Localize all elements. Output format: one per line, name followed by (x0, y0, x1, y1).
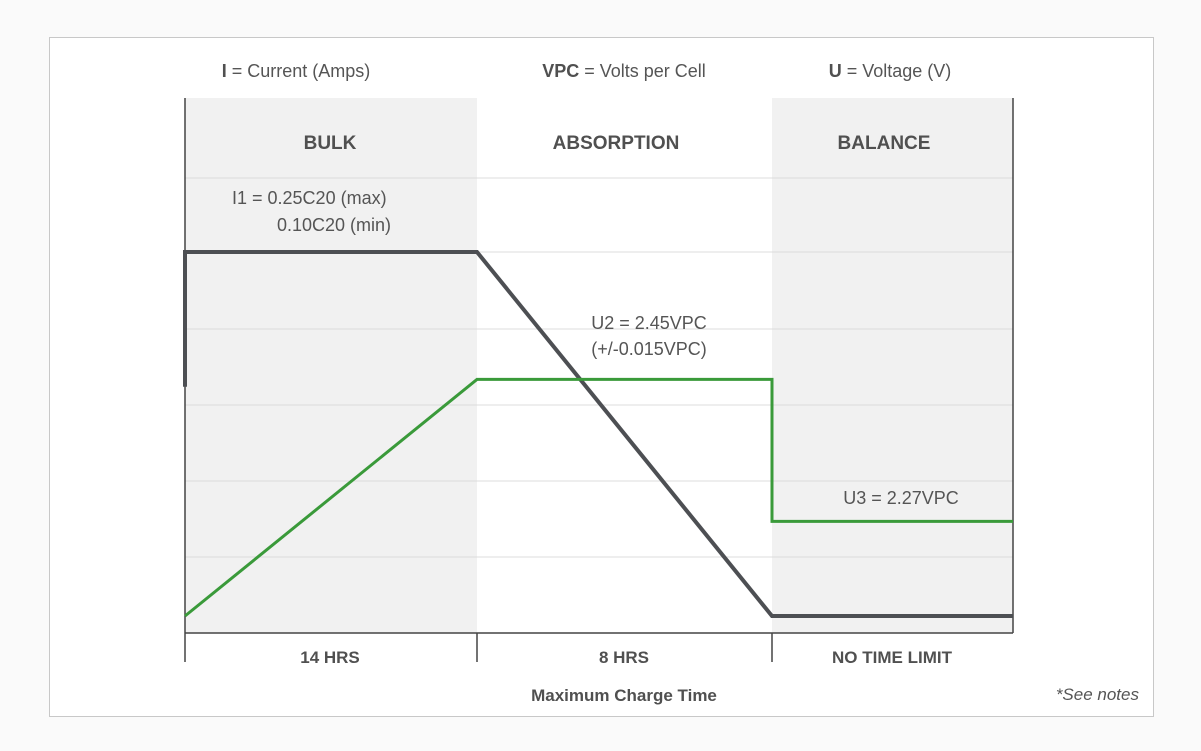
stage-shade-bulk (185, 98, 477, 633)
stage-name-bulk: BULK (304, 133, 357, 154)
series-line-voltage (184, 377, 1013, 618)
annotation-u3: U3 = 2.27VPC (843, 488, 959, 508)
stage-names: BULK ABSORPTION BALANCE (304, 133, 931, 154)
legend-vpc: VPC = Volts per Cell (542, 61, 706, 81)
annotation-i1-line2: 0.10C20 (min) (277, 215, 391, 235)
x-axis-label: Maximum Charge Time (531, 686, 717, 705)
footnote: *See notes (1056, 685, 1140, 704)
stage-durations: 14 HRS 8 HRS NO TIME LIMIT (300, 648, 952, 667)
annotations: I1 = 0.25C20 (max) 0.10C20 (min) U2 = 2.… (232, 188, 959, 508)
legend-current: I = Current (Amps) (222, 61, 371, 81)
series-lines (183, 250, 1013, 618)
stage-name-absorption: ABSORPTION (553, 133, 680, 154)
stage-name-balance: BALANCE (838, 133, 931, 154)
stage-shade-balance (772, 98, 1013, 633)
duration-bulk: 14 HRS (300, 648, 360, 667)
stage-shades (185, 98, 1013, 633)
series-line-current (183, 250, 1013, 618)
legend: I = Current (Amps) VPC = Volts per Cell … (222, 61, 952, 81)
duration-balance: NO TIME LIMIT (832, 648, 953, 667)
annotation-i1-line1: I1 = 0.25C20 (max) (232, 188, 387, 208)
duration-absorption: 8 HRS (599, 648, 649, 667)
legend-voltage: U = Voltage (V) (829, 61, 952, 81)
annotation-u2-line1: U2 = 2.45VPC (591, 313, 707, 333)
annotation-u2-line2: (+/-0.015VPC) (591, 339, 707, 359)
